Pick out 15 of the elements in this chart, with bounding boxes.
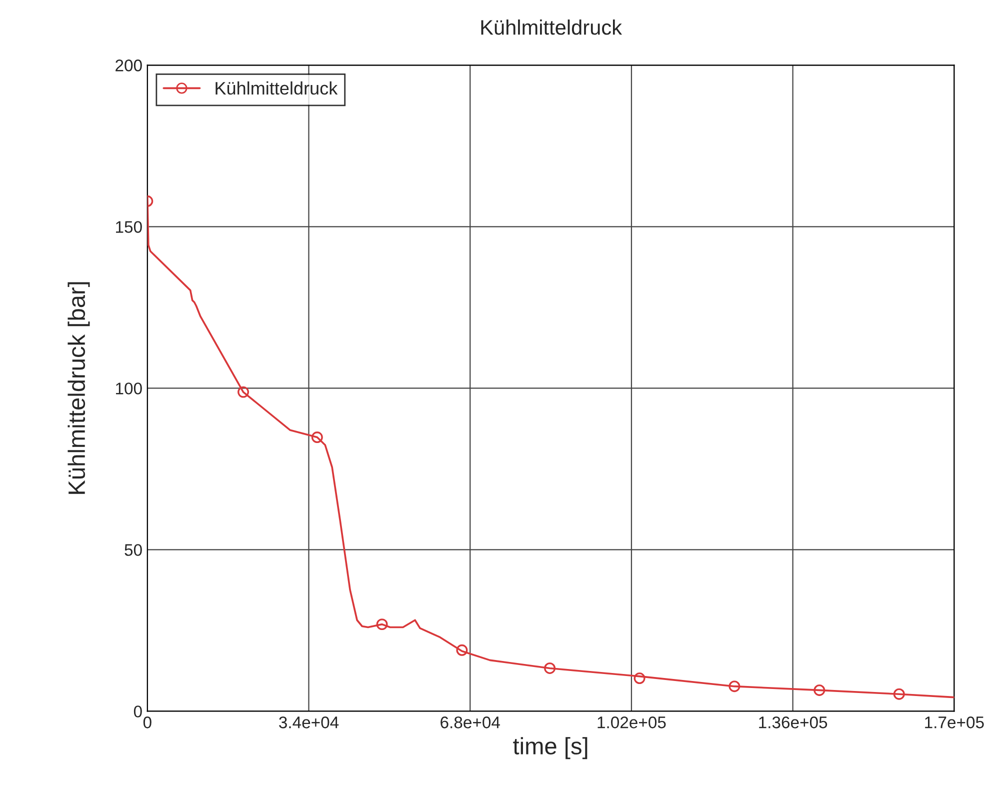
legend-label: Kühlmitteldruck [216,81,338,95]
x-tick-label: 3.4e+04 [279,716,339,728]
x-tick-label: 1.7e+05 [925,716,984,728]
x-tick-label: 0 [143,716,152,728]
x-axis-title: time [s] [513,737,588,760]
y-axis-title: Kühlmitteldruck [bar] [68,282,90,494]
y-tick-label: 50 [124,544,142,556]
y-tick-label: 100 [116,382,142,394]
y-tick-label: 150 [116,221,142,233]
chart-title: Kühlmitteldruck [481,20,622,35]
x-tick-label: 1.02e+05 [598,716,666,728]
x-tick-label: 6.8e+04 [440,716,500,728]
y-tick-label: 0 [134,706,142,718]
y-tick-label: 200 [116,60,142,72]
x-tick-label: 1.36e+05 [759,716,828,728]
